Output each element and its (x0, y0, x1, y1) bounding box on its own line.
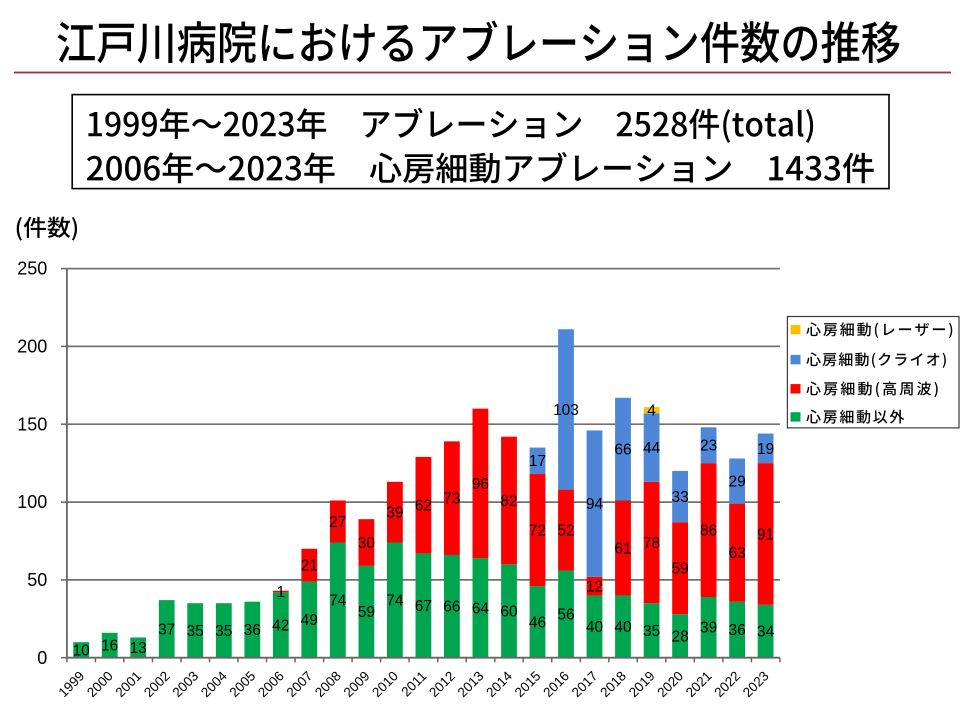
svg-text:64: 64 (472, 600, 490, 617)
svg-text:74: 74 (329, 593, 347, 610)
svg-text:1: 1 (276, 584, 285, 601)
svg-text:250: 250 (17, 259, 47, 279)
svg-text:4: 4 (647, 403, 656, 420)
svg-text:44: 44 (643, 440, 661, 457)
svg-text:96: 96 (472, 476, 489, 493)
svg-text:10: 10 (73, 642, 91, 659)
svg-text:16: 16 (101, 638, 118, 655)
svg-text:78: 78 (643, 535, 660, 552)
svg-text:19: 19 (757, 441, 774, 458)
svg-text:82: 82 (500, 493, 517, 510)
svg-text:35: 35 (187, 623, 204, 640)
svg-text:61: 61 (614, 540, 631, 557)
svg-text:2020: 2020 (654, 668, 686, 700)
svg-text:40: 40 (614, 619, 632, 636)
svg-text:2018: 2018 (597, 668, 629, 700)
svg-text:2009: 2009 (341, 668, 373, 700)
svg-text:2007: 2007 (284, 668, 316, 700)
svg-text:35: 35 (643, 623, 660, 640)
svg-text:23: 23 (700, 438, 717, 455)
svg-text:100: 100 (17, 492, 47, 512)
svg-text:150: 150 (17, 414, 47, 434)
svg-text:2014: 2014 (483, 668, 515, 700)
svg-text:91: 91 (757, 526, 774, 543)
svg-text:2005: 2005 (227, 668, 259, 700)
svg-text:2012: 2012 (426, 668, 458, 700)
svg-text:36: 36 (728, 622, 745, 639)
svg-text:103: 103 (553, 402, 579, 419)
svg-text:28: 28 (671, 628, 688, 645)
svg-text:17: 17 (529, 453, 546, 470)
svg-text:46: 46 (529, 614, 546, 631)
svg-text:37: 37 (158, 621, 175, 638)
svg-text:50: 50 (27, 570, 47, 590)
svg-text:49: 49 (301, 612, 318, 629)
svg-text:66: 66 (614, 442, 631, 459)
svg-text:39: 39 (700, 620, 717, 637)
svg-text:63: 63 (728, 545, 745, 562)
svg-text:200: 200 (17, 337, 47, 357)
svg-text:59: 59 (358, 604, 375, 621)
svg-text:59: 59 (671, 561, 688, 578)
svg-text:40: 40 (586, 619, 604, 636)
svg-text:2001: 2001 (112, 668, 144, 700)
svg-text:2002: 2002 (141, 668, 173, 700)
svg-text:27: 27 (329, 514, 346, 531)
svg-text:2011: 2011 (398, 668, 429, 699)
svg-text:2008: 2008 (312, 668, 344, 700)
svg-text:94: 94 (586, 496, 604, 513)
svg-text:42: 42 (272, 617, 289, 634)
svg-text:29: 29 (728, 473, 745, 490)
svg-text:12: 12 (586, 579, 603, 596)
svg-text:2017: 2017 (569, 668, 601, 700)
svg-text:2015: 2015 (512, 668, 544, 700)
svg-text:73: 73 (443, 491, 460, 508)
svg-text:62: 62 (415, 498, 432, 515)
svg-text:2021: 2021 (683, 668, 715, 700)
svg-text:0: 0 (37, 648, 47, 668)
svg-text:2000: 2000 (84, 668, 116, 700)
svg-text:33: 33 (671, 489, 688, 506)
svg-text:36: 36 (244, 622, 261, 639)
svg-text:13: 13 (130, 640, 147, 657)
svg-text:1999: 1999 (55, 668, 87, 700)
svg-text:2019: 2019 (626, 668, 658, 700)
svg-text:66: 66 (443, 599, 460, 616)
svg-text:72: 72 (529, 523, 546, 540)
svg-text:2016: 2016 (540, 668, 572, 700)
svg-text:30: 30 (358, 535, 376, 552)
svg-text:2013: 2013 (455, 668, 487, 700)
svg-text:52: 52 (557, 523, 574, 540)
svg-text:60: 60 (500, 603, 518, 620)
svg-text:21: 21 (301, 558, 318, 575)
svg-text:35: 35 (215, 623, 232, 640)
svg-text:2003: 2003 (169, 668, 201, 700)
svg-text:86: 86 (700, 523, 717, 540)
svg-text:2022: 2022 (711, 668, 743, 700)
svg-text:67: 67 (415, 598, 432, 615)
svg-text:2006: 2006 (255, 668, 287, 700)
svg-text:2023: 2023 (740, 668, 772, 700)
svg-text:2010: 2010 (369, 668, 401, 700)
svg-text:39: 39 (386, 505, 403, 522)
svg-text:56: 56 (557, 607, 574, 624)
svg-text:74: 74 (386, 593, 404, 610)
svg-text:2004: 2004 (198, 668, 230, 700)
svg-text:34: 34 (757, 624, 775, 641)
